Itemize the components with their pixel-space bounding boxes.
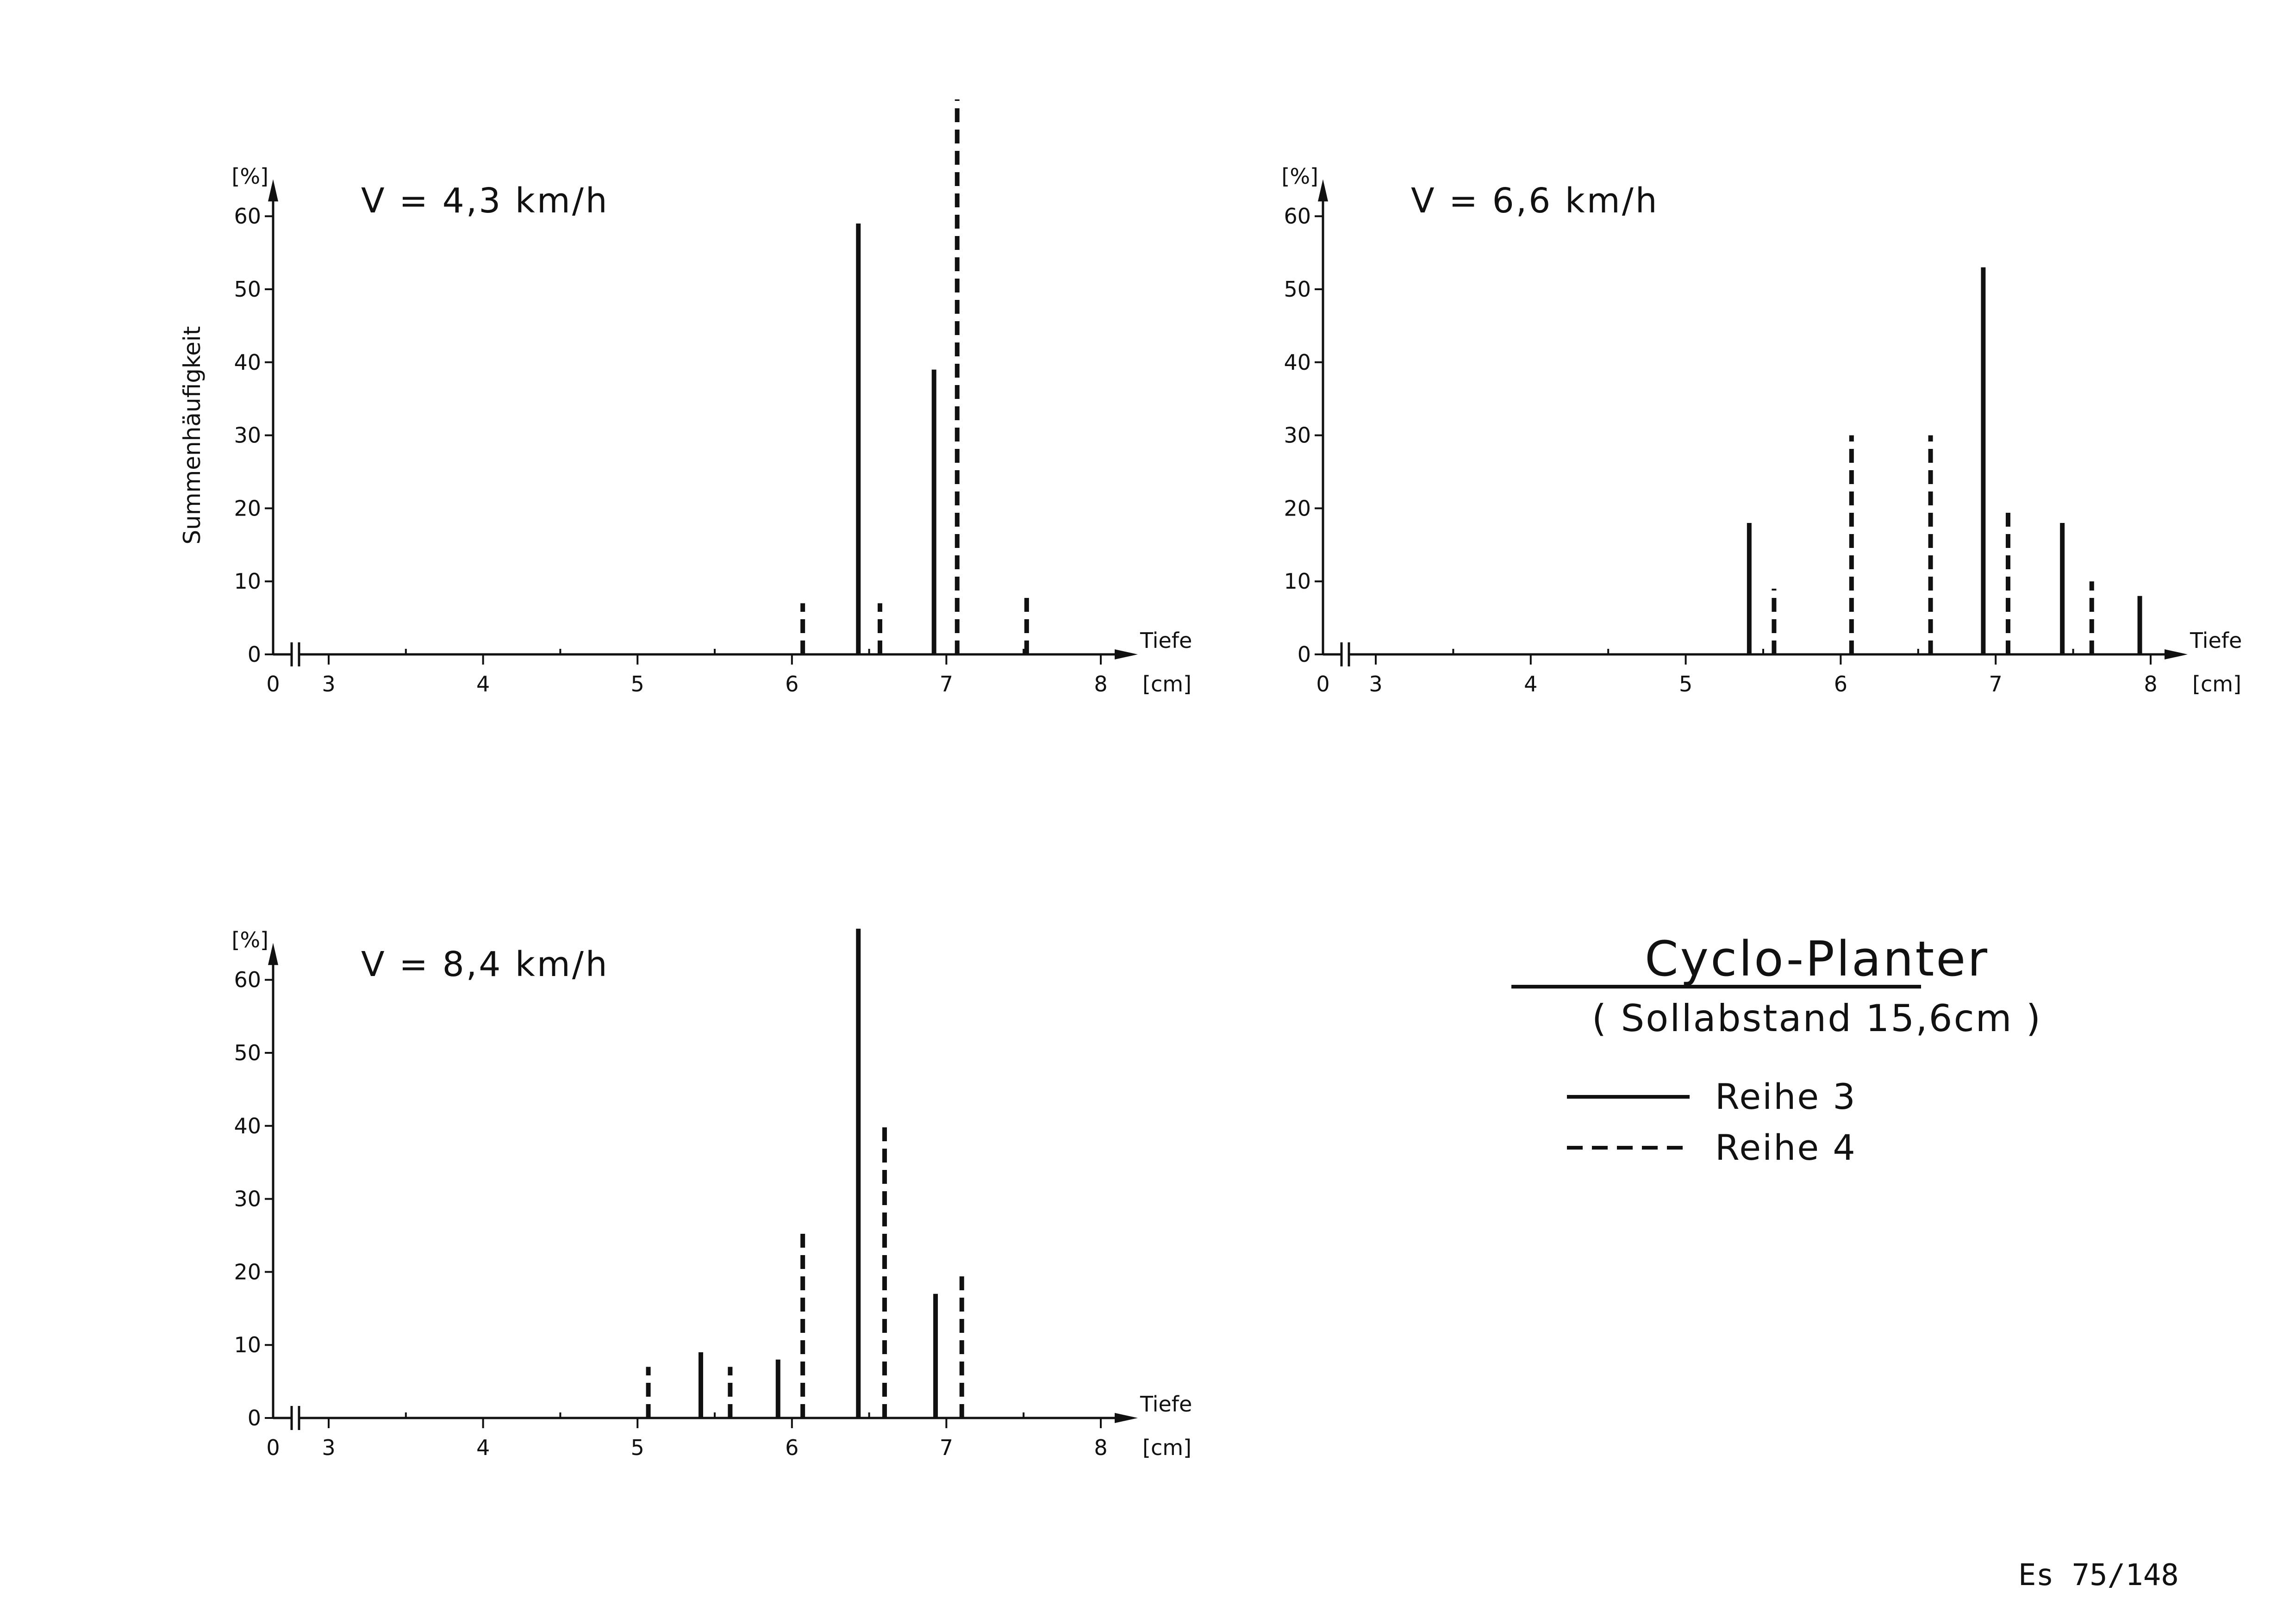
y-tick-label: 10 — [1284, 569, 1311, 594]
chart-v-6-6: 0 10 20 30 40 50 60 3 4 5 6 7 8 0 [%] Tiefe [cm] V = 6,6 … — [1281, 164, 2242, 696]
chart-title: V = 4,3 km/h — [361, 181, 609, 221]
y-tick-label: 20 — [234, 496, 261, 521]
x-tick-label: 4 — [476, 1435, 490, 1460]
y-tick-label: 40 — [234, 1113, 261, 1138]
y-tick-label: 0 — [248, 1405, 261, 1430]
x-axis-label: Tiefe — [2190, 628, 2242, 653]
x-origin-label: 0 — [1316, 672, 1329, 696]
x-tick-label: 4 — [476, 672, 490, 696]
x-tick-label: 5 — [631, 1435, 644, 1460]
legend-label-reihe-3: Reihe 3 — [1715, 1076, 1857, 1117]
y-axis-arrow — [268, 943, 278, 965]
y-tick-label: 0 — [1298, 642, 1311, 667]
legend-subtitle: ( Sollabstand 15,6cm ) — [1592, 997, 2042, 1040]
x-tick-label: 8 — [2144, 672, 2157, 696]
x-tick-label: 6 — [785, 672, 799, 696]
x-axis-arrow — [1115, 649, 1138, 659]
y-tick-label: 40 — [1284, 350, 1311, 375]
chart-title: V = 6,6 km/h — [1411, 181, 1659, 221]
x-tick-label: 6 — [785, 1435, 799, 1460]
x-tick-label: 7 — [940, 1435, 953, 1460]
x-tick-label: 8 — [1094, 672, 1107, 696]
x-tick-label: 6 — [1834, 672, 1847, 696]
y-axis-label: Summenhäufigkeit — [179, 326, 206, 545]
x-tick-label: 5 — [631, 672, 644, 696]
chart-v-4-3: 0 10 20 30 40 50 60 3 4 5 6 7 8 0 [%] Tiefe [cm] Summenhä… — [179, 99, 1192, 696]
x-tick-label: 5 — [1679, 672, 1692, 696]
y-axis-arrow — [268, 179, 278, 202]
chart-title: V = 8,4 km/h — [361, 945, 609, 984]
x-tick-label: 4 — [1524, 672, 1537, 696]
y-axis-arrow — [1318, 179, 1328, 202]
y-tick-label: 10 — [234, 569, 261, 594]
y-tick-label: 20 — [234, 1259, 261, 1284]
y-tick-label: 50 — [1284, 277, 1311, 302]
y-tick-label: 50 — [234, 277, 261, 302]
y-tick-label: 30 — [234, 1187, 261, 1212]
y-tick-label: 30 — [234, 423, 261, 448]
y-tick-label: 60 — [234, 967, 261, 992]
y-tick-label: 10 — [234, 1332, 261, 1357]
x-axis-label: Tiefe — [1140, 1392, 1192, 1417]
y-tick-label: 0 — [248, 642, 261, 667]
x-tick-label: 8 — [1094, 1435, 1107, 1460]
legend-label-reihe-4: Reihe 4 — [1715, 1127, 1857, 1168]
x-axis-arrow — [2165, 649, 2188, 659]
x-tick-label: 3 — [322, 672, 335, 696]
y-unit-label: [%] — [231, 164, 268, 189]
x-unit-label: [cm] — [1142, 672, 1192, 696]
y-tick-label: 60 — [234, 204, 261, 229]
legend: Cyclo-Planter ( Sollabstand 15,6cm ) Rei… — [1511, 931, 2042, 1168]
x-tick-label: 3 — [1369, 672, 1382, 696]
x-axis-label: Tiefe — [1140, 628, 1192, 653]
y-unit-label: [%] — [231, 927, 268, 952]
x-origin-label: 0 — [266, 1435, 280, 1460]
y-tick-label: 50 — [234, 1040, 261, 1065]
x-tick-label: 3 — [322, 1435, 335, 1460]
x-tick-label: 7 — [940, 672, 953, 696]
y-tick-label: 60 — [1284, 204, 1311, 229]
x-tick-label: 7 — [1989, 672, 2003, 696]
x-origin-label: 0 — [266, 672, 280, 696]
y-tick-label: 20 — [1284, 496, 1311, 521]
x-axis-arrow — [1115, 1413, 1138, 1423]
legend-title: Cyclo-Planter — [1645, 931, 1989, 987]
x-unit-label: [cm] — [2192, 672, 2241, 696]
y-unit-label: [%] — [1281, 164, 1318, 189]
x-unit-label: [cm] — [1142, 1435, 1192, 1460]
y-tick-label: 30 — [1284, 423, 1311, 448]
y-tick-label: 40 — [234, 350, 261, 375]
document-number: Es 75/148 — [2018, 1558, 2179, 1592]
chart-v-8-4: 0 10 20 30 40 50 60 3 4 5 6 7 8 0 [%] Tiefe [cm] V = 8,4 … — [231, 927, 1192, 1460]
